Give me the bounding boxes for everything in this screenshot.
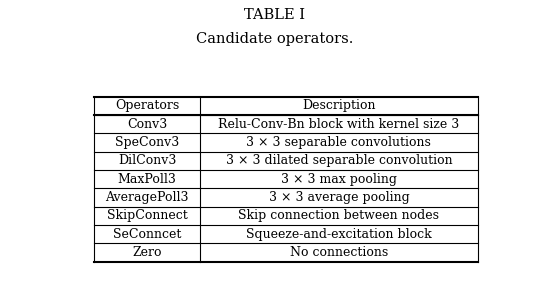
Text: 3 × 3 separable convolutions: 3 × 3 separable convolutions — [246, 136, 431, 149]
Text: No connections: No connections — [290, 246, 388, 259]
Text: 3 × 3 dilated separable convolution: 3 × 3 dilated separable convolution — [226, 154, 452, 167]
Text: SkipConnect: SkipConnect — [107, 210, 188, 223]
Text: Candidate operators.: Candidate operators. — [196, 32, 354, 46]
Text: Squeeze-and-excitation block: Squeeze-and-excitation block — [246, 228, 432, 241]
Text: AveragePoll3: AveragePoll3 — [105, 191, 189, 204]
Text: TABLE I: TABLE I — [245, 8, 305, 21]
Text: DilConv3: DilConv3 — [118, 154, 176, 167]
Text: Conv3: Conv3 — [127, 118, 167, 131]
Text: 3 × 3 max pooling: 3 × 3 max pooling — [281, 173, 397, 186]
Text: 3 × 3 average pooling: 3 × 3 average pooling — [268, 191, 409, 204]
Text: Description: Description — [302, 99, 376, 112]
Text: Operators: Operators — [115, 99, 179, 112]
Text: Skip connection between nodes: Skip connection between nodes — [238, 210, 439, 223]
Text: Zero: Zero — [133, 246, 162, 259]
Text: MaxPoll3: MaxPoll3 — [118, 173, 177, 186]
Text: Relu-Conv-Bn block with kernel size 3: Relu-Conv-Bn block with kernel size 3 — [218, 118, 459, 131]
Text: SpeConv3: SpeConv3 — [115, 136, 179, 149]
Text: SeConncet: SeConncet — [113, 228, 182, 241]
